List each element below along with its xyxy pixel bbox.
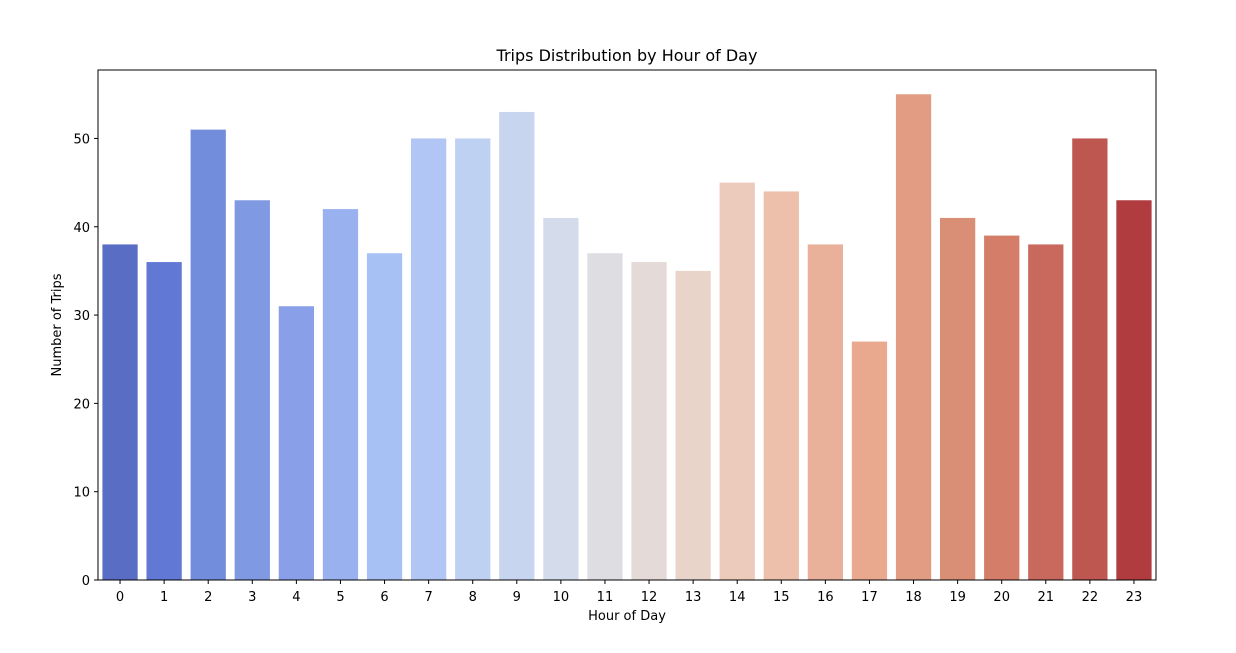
bar-hour-4 [278, 306, 315, 580]
x-tick-label: 23 [1126, 590, 1143, 605]
bar-hour-22 [1072, 138, 1108, 580]
x-tick-label: 6 [380, 590, 388, 605]
y-tick-label: 0 [82, 574, 90, 589]
x-tick-label: 8 [469, 590, 477, 605]
x-tick-label: 0 [116, 590, 124, 605]
y-axis-title: Number of Trips [50, 273, 65, 376]
y-axis-ticks: 0 10 20 30 40 50 [73, 132, 98, 589]
bar-hour-3 [234, 200, 270, 580]
x-tick-label: 13 [685, 590, 702, 605]
y-tick-label: 20 [73, 397, 90, 412]
x-tick-label: 9 [513, 590, 521, 605]
x-tick-label: 15 [773, 590, 790, 605]
bar-hour-20 [984, 235, 1020, 580]
x-tick-label: 4 [292, 590, 300, 605]
x-tick-label: 1 [160, 590, 168, 605]
x-axis-title: Hour of Day [588, 609, 666, 624]
bar-hour-7 [410, 138, 447, 580]
y-tick-label: 30 [73, 309, 90, 324]
x-tick-label: 2 [204, 590, 212, 605]
x-tick-label: 3 [248, 590, 256, 605]
x-tick-label: 19 [949, 590, 966, 605]
bar-hour-18 [895, 94, 932, 580]
chart-title: Trips Distribution by Hour of Day [496, 46, 758, 65]
x-tick-label: 14 [729, 590, 746, 605]
y-tick-label: 50 [73, 132, 90, 147]
x-tick-label: 22 [1082, 590, 1099, 605]
x-tick-label: 17 [861, 590, 878, 605]
bar-hour-13 [675, 270, 711, 580]
bars-layer [102, 94, 1152, 581]
bar-hour-21 [1028, 244, 1064, 581]
bar-hour-6 [366, 253, 403, 580]
x-tick-label: 20 [993, 590, 1010, 605]
x-tick-label: 11 [597, 590, 614, 605]
x-tick-label: 18 [905, 590, 922, 605]
bar-hour-8 [455, 138, 491, 580]
bar-hour-0 [102, 244, 138, 581]
bar-hour-23 [1116, 200, 1152, 580]
x-tick-label: 12 [641, 590, 658, 605]
x-tick-label: 21 [1038, 590, 1055, 605]
x-tick-label: 7 [424, 590, 432, 605]
bar-hour-10 [543, 217, 579, 581]
y-tick-label: 10 [73, 486, 90, 501]
bar-hour-16 [807, 244, 844, 581]
bar-hour-1 [146, 262, 182, 580]
y-tick-label: 40 [73, 221, 90, 236]
bar-hour-12 [631, 262, 667, 580]
plot-frame [97, 69, 1157, 581]
bar-hour-11 [587, 253, 623, 580]
x-tick-label: 5 [336, 590, 344, 605]
x-axis-ticks: 0 1 2 3 4 5 6 7 8 9 10 11 12 13 14 15 16 17 18 19 20 21 22 23 [116, 580, 1142, 605]
bar-hour-15 [763, 191, 799, 580]
x-tick-label: 10 [553, 590, 570, 605]
bar-hour-5 [322, 209, 359, 580]
bar-hour-17 [851, 341, 888, 580]
x-tick-label: 16 [817, 590, 834, 605]
bar-hour-9 [499, 111, 535, 580]
bar-hour-14 [719, 182, 755, 580]
bar-hour-2 [190, 129, 226, 581]
bar-hour-19 [939, 217, 976, 581]
